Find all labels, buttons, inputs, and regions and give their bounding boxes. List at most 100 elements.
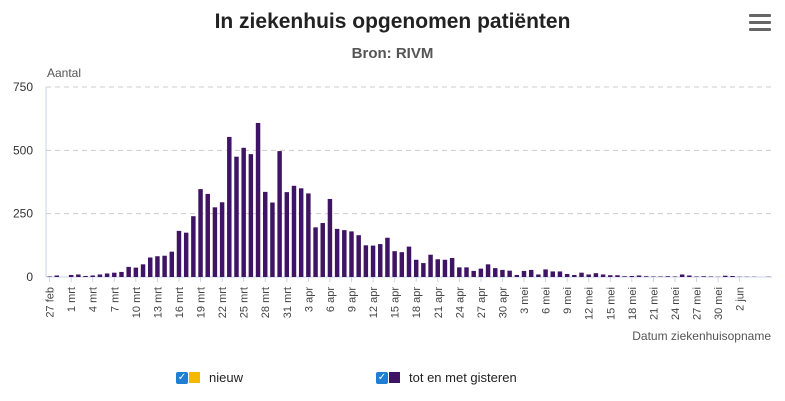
bar[interactable] (413, 259, 419, 277)
bar[interactable] (284, 192, 290, 277)
bar[interactable] (550, 271, 555, 277)
bar[interactable] (701, 276, 706, 277)
legend-item-nieuw[interactable]: ✓ nieuw (176, 370, 243, 385)
bar[interactable] (622, 276, 627, 277)
bar[interactable] (629, 275, 635, 277)
bar[interactable] (363, 245, 369, 277)
bar[interactable] (277, 151, 282, 277)
bar[interactable] (306, 193, 311, 277)
bar[interactable] (248, 154, 254, 277)
bar[interactable] (543, 269, 548, 277)
bar[interactable] (651, 276, 656, 277)
bar[interactable] (687, 275, 692, 277)
bar[interactable] (449, 258, 455, 277)
bar[interactable] (148, 257, 153, 277)
bar[interactable] (298, 188, 304, 277)
bar[interactable] (378, 244, 383, 277)
bar[interactable] (169, 251, 175, 277)
bar[interactable] (528, 269, 534, 277)
bar[interactable] (241, 147, 246, 277)
bar[interactable] (536, 274, 541, 277)
bar[interactable] (327, 198, 333, 277)
bar[interactable] (68, 274, 74, 277)
bar[interactable] (643, 276, 649, 277)
bar[interactable] (694, 276, 699, 277)
bar[interactable] (600, 274, 606, 277)
bar[interactable] (493, 268, 498, 277)
bar[interactable] (636, 275, 642, 277)
bar[interactable] (140, 264, 146, 277)
bar[interactable] (471, 270, 476, 277)
bar[interactable] (514, 274, 520, 277)
bar[interactable] (291, 185, 297, 277)
checkbox-icon[interactable]: ✓ (176, 371, 188, 384)
bar[interactable] (126, 266, 131, 277)
bar[interactable] (76, 274, 81, 277)
bar[interactable] (183, 232, 189, 277)
bar[interactable] (155, 256, 160, 277)
bar[interactable] (385, 237, 390, 277)
bar[interactable] (83, 275, 88, 277)
bar[interactable] (615, 275, 620, 277)
bar[interactable] (205, 193, 210, 277)
bar[interactable] (191, 216, 196, 277)
bar[interactable] (579, 272, 584, 277)
bar[interactable] (320, 223, 325, 277)
bar[interactable] (349, 231, 354, 277)
bar[interactable] (198, 189, 203, 277)
bar[interactable] (219, 202, 225, 277)
bar[interactable] (485, 264, 491, 277)
bar[interactable] (313, 227, 318, 277)
bar[interactable] (708, 276, 714, 277)
bar[interactable] (133, 267, 139, 277)
bar[interactable] (90, 275, 95, 277)
bar[interactable] (399, 252, 405, 277)
bar[interactable] (564, 273, 570, 277)
bar[interactable] (586, 274, 591, 277)
bar[interactable] (593, 273, 599, 277)
x-tick-label: 27 mei (692, 287, 704, 320)
bar[interactable] (97, 274, 103, 277)
bar[interactable] (507, 270, 512, 277)
checkbox-icon[interactable]: ✓ (376, 371, 388, 384)
bar[interactable] (557, 271, 563, 277)
bar[interactable] (270, 202, 275, 277)
bar[interactable] (723, 275, 728, 277)
bar[interactable] (521, 270, 527, 277)
bar[interactable] (54, 275, 60, 277)
bar[interactable] (464, 267, 469, 277)
bar[interactable] (672, 276, 678, 277)
bar[interactable] (255, 122, 261, 277)
bar[interactable] (370, 245, 376, 277)
bar[interactable] (457, 267, 462, 277)
bar[interactable] (356, 235, 361, 277)
bar[interactable] (47, 276, 52, 277)
bar[interactable] (104, 273, 110, 277)
bar[interactable] (119, 271, 124, 277)
bar[interactable] (500, 269, 505, 277)
bar[interactable] (162, 255, 167, 277)
bar[interactable] (658, 276, 663, 277)
bar[interactable] (421, 263, 426, 277)
legend-item-tot-en-met-gisteren[interactable]: ✓ tot en met gisteren (376, 370, 517, 385)
bar[interactable] (227, 136, 232, 277)
bar[interactable] (572, 274, 577, 277)
bar[interactable] (608, 275, 613, 277)
bar[interactable] (263, 191, 268, 277)
bar[interactable] (334, 228, 340, 277)
bar[interactable] (112, 272, 117, 277)
bar[interactable] (234, 156, 239, 277)
bar[interactable] (176, 230, 182, 277)
bar[interactable] (435, 259, 440, 277)
bar[interactable] (679, 274, 685, 277)
bar[interactable] (428, 254, 433, 277)
bar[interactable] (392, 251, 397, 277)
bar[interactable] (665, 276, 670, 277)
hamburger-menu-icon[interactable] (749, 14, 771, 34)
bar[interactable] (342, 230, 347, 277)
bar[interactable] (212, 207, 218, 277)
bar[interactable] (406, 246, 412, 277)
bar[interactable] (730, 275, 735, 277)
bar[interactable] (442, 259, 448, 277)
bar[interactable] (478, 268, 484, 277)
